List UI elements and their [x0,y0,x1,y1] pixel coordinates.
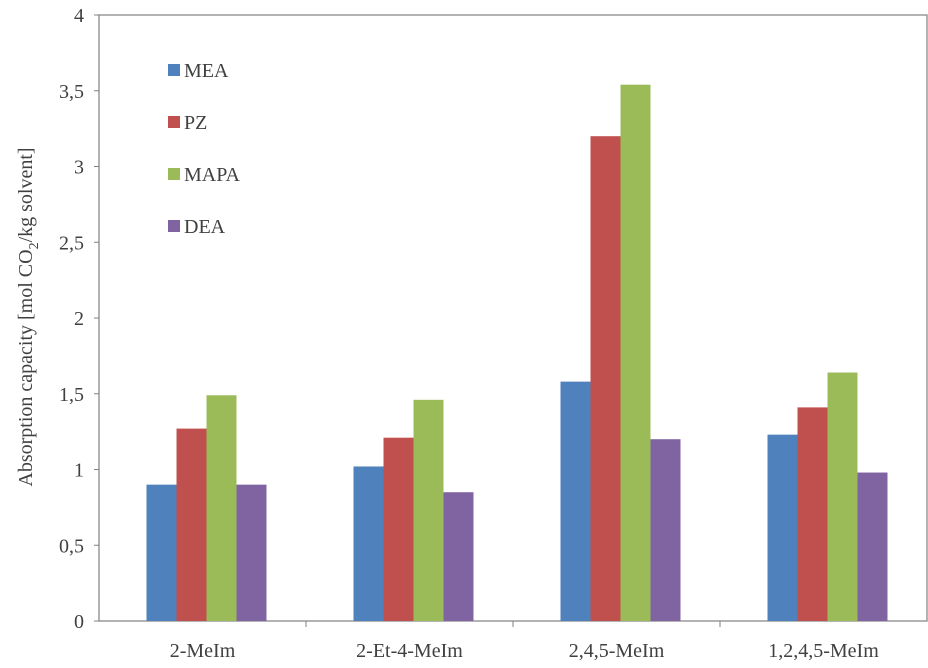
bar-mea-3 [560,381,591,621]
legend-label-mapa: MAPA [184,164,241,186]
bar-dea-1 [236,484,267,621]
y-axis-label-subscript: 2 [27,242,42,249]
legend-label-pz: PZ [184,112,207,134]
y-tick-label: 1,5 [59,384,84,406]
y-tick-label: 2 [74,308,84,330]
bars [146,84,888,621]
bar-mea-4 [767,434,798,621]
bar-dea-4 [857,472,888,621]
y-tick-label: 4 [74,5,84,27]
y-tick-label: 3 [74,157,84,179]
x-axis: 2-MeIm 2-Et-4-MeIm 2,4,5-MeIm 1,2,4,5-MeIm [170,621,879,662]
bar-pz-4 [797,407,828,621]
bar-mapa-4 [827,372,858,621]
y-axis-label-suffix: /kg solvent] [15,147,37,242]
bar-pz-2 [383,437,414,621]
y-axis-label: Absorption capacity [mol CO2/kg solvent] [15,147,42,486]
bar-mapa-3 [620,84,651,621]
legend-label-mea: MEA [184,60,229,82]
legend-label-dea: DEA [184,216,226,238]
y-tick-label: 0,5 [59,535,84,557]
bar-mea-1 [146,484,177,621]
bar-dea-2 [443,492,474,621]
bar-mea-2 [353,466,384,621]
y-tick-label: 1 [74,460,84,482]
y-tick-label: 3,5 [59,81,84,103]
x-category-label: 2-MeIm [170,640,236,662]
y-axis-label-prefix: Absorption capacity [mol CO [15,249,37,486]
y-tick-label: 0 [74,611,84,633]
bar-pz-3 [590,136,621,621]
x-category-label: 2,4,5-MeIm [569,640,665,662]
bar-mapa-2 [413,399,444,621]
legend-swatch-mapa [168,168,180,180]
legend-swatch-mea [168,64,180,76]
x-category-label: 1,2,4,5-MeIm [768,640,879,662]
y-tick-label: 2,5 [59,232,84,254]
y-axis: 0 0,5 1 1,5 2 2,5 3 3,5 4 [59,5,99,633]
x-category-label: 2-Et-4-MeIm [356,640,463,662]
legend-swatch-dea [168,220,180,232]
bar-mapa-1 [206,395,237,621]
legend-swatch-pz [168,116,180,128]
legend: MEA PZ MAPA DEA [168,60,241,238]
bar-pz-1 [176,428,207,621]
bar-dea-3 [650,439,681,621]
